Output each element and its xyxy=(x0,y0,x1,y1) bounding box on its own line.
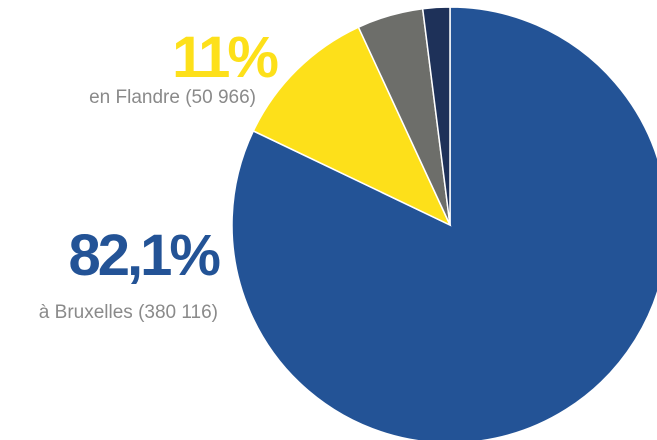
slice-label: à Bruxelles (380 116) xyxy=(39,302,218,323)
pie-slice xyxy=(252,26,452,227)
slice-percent: 82,1% xyxy=(69,223,221,288)
slice-label: en Flandre (50 966) xyxy=(89,87,256,108)
slice-percent: 11% xyxy=(172,25,278,90)
pie-slice xyxy=(421,6,451,226)
pie-slice xyxy=(231,6,657,440)
